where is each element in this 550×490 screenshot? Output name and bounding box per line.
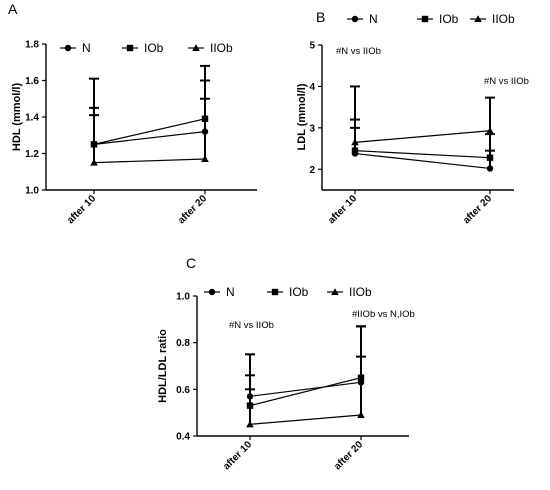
y-axis-title: HDL (mmol/l) <box>11 83 23 152</box>
legend-label: IOb <box>289 285 309 299</box>
legend-label: IOb <box>144 41 164 55</box>
x-tick-label: after 20 <box>176 193 209 226</box>
series-line <box>249 381 362 397</box>
legend-label: IIOb <box>210 41 233 55</box>
x-tick-label: after 10 <box>65 193 98 226</box>
legend-marker <box>126 44 134 52</box>
legend-marker <box>474 15 482 22</box>
x-tick-label: after 10 <box>326 193 359 226</box>
legend-entry: IIOb <box>188 41 233 55</box>
y-axis-title: HDL/LDL ratio <box>157 329 169 403</box>
y-tick-label: 1.0 <box>176 292 190 303</box>
y-tick-label: 1.4 <box>25 113 39 124</box>
series-iiob <box>350 85 495 146</box>
data-point <box>486 165 494 172</box>
panel-letter: B <box>316 9 325 25</box>
series-iob <box>89 64 210 148</box>
legend-marker <box>192 44 200 51</box>
legend-marker <box>271 288 279 296</box>
x-tick-label: after 10 <box>221 439 254 472</box>
legend-entry: N <box>347 12 378 26</box>
chart-panel-c: C 0.4 0.6 0.8 1.0 after 10 after 20 HDL/LDL rat… <box>157 255 415 472</box>
y-tick-label: 0.6 <box>176 385 190 396</box>
y-axis-title: LDL (mmol/l) <box>296 83 308 150</box>
legend-label: N <box>369 12 378 26</box>
y-tick-label: 1.8 <box>25 40 39 51</box>
series-iiob <box>89 97 210 166</box>
series-iob <box>350 118 495 161</box>
y-tick-label: 0.8 <box>176 338 190 349</box>
legend-entry: N <box>60 41 91 55</box>
legend-marker <box>351 15 359 23</box>
series-line <box>354 152 491 170</box>
data-point <box>486 154 494 161</box>
y-tick-label: 1.0 <box>25 186 39 197</box>
data-point <box>90 158 98 166</box>
chart-panel-a: A 1.0 1.2 1.4 1.6 1.8 after 10 after 20 HDL (mmo… <box>8 1 257 226</box>
data-point <box>486 126 494 134</box>
legend-entry: IOb <box>417 12 459 26</box>
y-tick-label: 0.4 <box>176 432 190 443</box>
legend-marker <box>421 15 429 23</box>
series-iob <box>245 325 366 409</box>
data-point <box>351 138 359 146</box>
chart-panel-b: B 2 3 4 5 after 10 after 20 LDL (mmol/l) N IOb IIO… <box>296 9 529 226</box>
data-point <box>201 155 209 162</box>
series-line <box>93 131 206 145</box>
data-point <box>351 147 359 154</box>
series-n <box>350 126 495 172</box>
legend-entry: IIOb <box>470 12 515 26</box>
data-point <box>246 420 254 428</box>
legend-label: N <box>226 285 235 299</box>
series-line <box>354 130 491 143</box>
y-tick-label: 5 <box>309 41 315 52</box>
series-n <box>89 79 210 148</box>
series-line <box>249 377 362 407</box>
panel-letter: C <box>186 255 196 271</box>
legend-label: N <box>82 41 91 55</box>
series-line <box>93 158 206 164</box>
y-tick-label: 3 <box>309 123 315 134</box>
data-point <box>357 411 365 418</box>
legend-marker <box>331 288 339 295</box>
panel-letter: A <box>8 1 18 17</box>
x-tick-label: after 20 <box>461 193 494 226</box>
legend-entry: IOb <box>267 285 309 299</box>
legend-entry: IOb <box>122 41 164 55</box>
legend-label: IIOb <box>492 12 515 26</box>
y-tick-label: 2 <box>309 165 315 176</box>
y-tick-label: 4 <box>309 82 315 93</box>
legend-marker <box>64 44 72 52</box>
significance-annotation: #IIOb vs N,IOb <box>352 309 415 320</box>
series-line <box>249 414 362 425</box>
significance-annotation: #N vs IIOb <box>484 76 529 87</box>
series-iiob <box>245 325 366 428</box>
significance-annotation: #N vs IIOb <box>336 46 381 57</box>
y-tick-label: 1.6 <box>25 76 39 87</box>
series-n <box>245 355 366 400</box>
x-tick-label: after 20 <box>332 439 365 472</box>
legend-marker <box>208 288 216 296</box>
legend-label: IIOb <box>349 285 372 299</box>
legend-entry: IIOb <box>327 285 372 299</box>
legend-entry: N <box>204 285 235 299</box>
legend-label: IOb <box>439 12 459 26</box>
y-tick-label: 1.2 <box>25 149 39 160</box>
series-line <box>354 150 491 159</box>
series-line <box>93 118 206 145</box>
significance-annotation: #N vs IIOb <box>229 320 274 331</box>
